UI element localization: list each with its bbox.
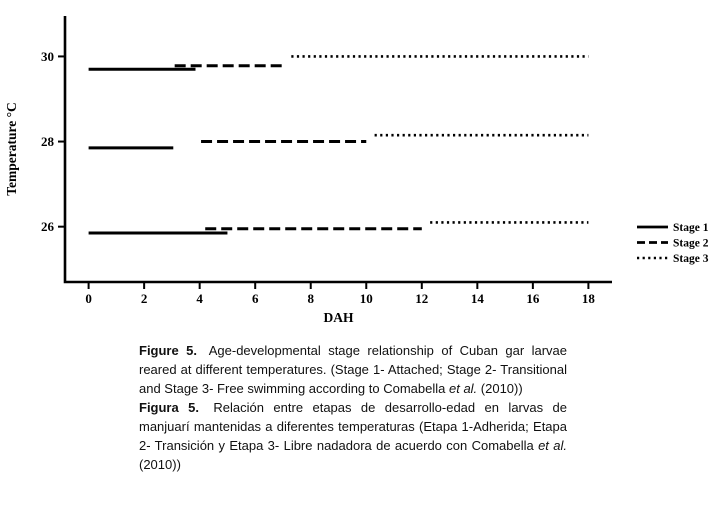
- figure-caption-es: Figura 5. Relación entre etapas de desar…: [139, 398, 567, 474]
- figure-caption: Figure 5. Age-developmental stage relati…: [139, 341, 567, 474]
- x-tick-label: 8: [307, 291, 314, 306]
- axes: [63, 16, 612, 284]
- figure-caption-en: Figure 5. Age-developmental stage relati…: [139, 341, 567, 398]
- legend-label: Stage 1: [673, 222, 709, 234]
- caption-label-en: Figure 5.: [139, 343, 198, 358]
- legend-label: Stage 2: [673, 238, 709, 250]
- y-tick-label: 28: [41, 134, 55, 149]
- caption-etal-es: et al.: [538, 438, 567, 453]
- x-tick-label: 0: [85, 291, 92, 306]
- legend: Stage 1 Stage 2 Stage 3: [637, 222, 709, 265]
- caption-label-es: Figura 5.: [139, 400, 199, 415]
- caption-etal-en: et al.: [448, 381, 478, 396]
- x-tick-label: 14: [471, 291, 485, 306]
- y-tick-label: 26: [41, 219, 55, 234]
- x-tick-label: 4: [196, 291, 203, 306]
- x-axis-title: DAH: [324, 310, 354, 325]
- x-tick-label: 10: [360, 291, 373, 306]
- x-tick-label: 16: [526, 291, 540, 306]
- legend-label: Stage 3: [673, 253, 709, 265]
- x-tick-label: 12: [415, 291, 428, 306]
- x-tick-label: 2: [141, 291, 148, 306]
- caption-body-en: Age-developmental stage relationship of …: [139, 343, 568, 396]
- x-tick-label: 6: [252, 291, 259, 306]
- figure-chart: 0 2 4 6 8 10 12 14 16 18 26 28 30 DAH Temperature °C St…: [4, 16, 709, 325]
- caption-body-es: Relación entre etapas de desarrollo-edad…: [139, 400, 567, 453]
- y-axis-title: Temperature °C: [4, 102, 19, 196]
- y-tick-label: 30: [41, 49, 54, 64]
- x-tick-label: 18: [582, 291, 596, 306]
- caption-tail-en: (2010)): [477, 381, 523, 396]
- caption-tail-es: (2010)): [139, 457, 181, 472]
